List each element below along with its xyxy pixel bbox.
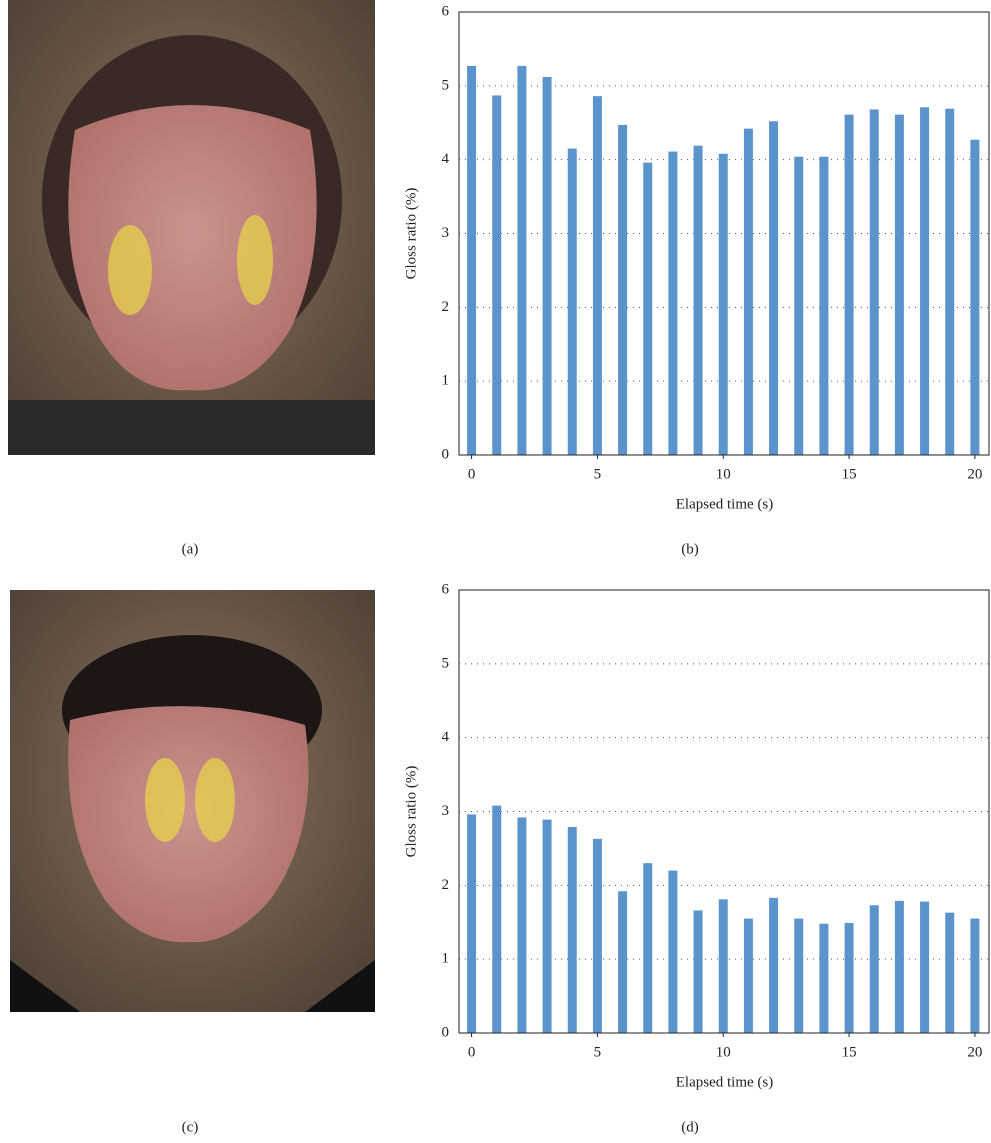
bar [567, 148, 577, 455]
panel-label: (b) [681, 541, 699, 557]
bar [819, 156, 829, 456]
bar [794, 156, 804, 456]
bar [970, 918, 980, 1033]
bar [467, 65, 477, 456]
x-axis-label: Elapsed time (s) [676, 496, 773, 512]
x-tick-label: 0 [468, 1044, 476, 1060]
bar [769, 897, 779, 1033]
plot-frame [458, 11, 990, 456]
y-tick-label: 3 [442, 803, 450, 819]
bar [693, 910, 703, 1033]
bar [743, 918, 753, 1033]
bar [920, 901, 930, 1033]
y-tick-label: 5 [442, 655, 450, 671]
x-tick-label: 15 [842, 1044, 857, 1060]
bar [517, 817, 527, 1033]
y-tick-label: 0 [442, 446, 450, 462]
bar [467, 814, 477, 1033]
bar [492, 805, 502, 1033]
bar [894, 900, 904, 1033]
x-tick-label: 20 [967, 466, 982, 482]
bar [567, 827, 577, 1033]
x-tick-label: 5 [594, 1044, 602, 1060]
bar [592, 838, 602, 1033]
x-tick-label: 15 [842, 466, 857, 482]
bar [618, 891, 628, 1033]
bar [844, 922, 854, 1033]
bar [945, 912, 955, 1033]
x-tick-label: 10 [716, 1044, 731, 1060]
bar [769, 121, 779, 456]
bar [592, 96, 602, 456]
bar [643, 863, 653, 1033]
bar [718, 153, 728, 455]
y-axis-label: Gloss ratio (%) [403, 188, 419, 280]
y-tick-label: 4 [442, 729, 450, 745]
plot-frame [458, 589, 990, 1034]
bar [794, 918, 804, 1033]
x-axis-label: Elapsed time (s) [676, 1074, 773, 1090]
y-tick-label: 1 [442, 951, 450, 967]
x-tick-label: 20 [967, 1044, 982, 1060]
y-tick-label: 6 [442, 581, 450, 597]
bar [920, 107, 930, 456]
bar [970, 139, 980, 455]
y-tick-label: 1 [442, 373, 450, 389]
bar [668, 870, 678, 1033]
panel-label: (a) [182, 541, 199, 557]
bar [819, 923, 829, 1033]
panel-label: (d) [681, 1119, 699, 1135]
bar [894, 114, 904, 456]
bar [668, 151, 678, 456]
bar [492, 95, 502, 455]
x-tick-label: 10 [716, 466, 731, 482]
bar [542, 76, 552, 456]
bar [517, 65, 527, 456]
bar [542, 819, 552, 1033]
bar [844, 114, 854, 456]
bar [693, 145, 703, 455]
bar [643, 162, 653, 455]
bar [743, 128, 753, 455]
y-tick-label: 0 [442, 1024, 450, 1040]
y-tick-label: 2 [442, 299, 450, 315]
y-tick-label: 5 [442, 77, 450, 93]
bar [869, 905, 879, 1033]
y-tick-label: 2 [442, 877, 450, 893]
panel-label: (c) [182, 1119, 199, 1135]
y-axis-label: Gloss ratio (%) [403, 766, 419, 858]
bar [869, 109, 879, 456]
photo-c [10, 590, 375, 1012]
bar [618, 124, 628, 455]
x-tick-label: 0 [468, 466, 476, 482]
y-tick-label: 3 [442, 225, 450, 241]
photo-a [8, 0, 375, 455]
bar [718, 899, 728, 1033]
y-tick-label: 4 [442, 151, 450, 167]
x-tick-label: 5 [594, 466, 602, 482]
bar [945, 108, 955, 455]
y-tick-label: 6 [442, 3, 450, 19]
